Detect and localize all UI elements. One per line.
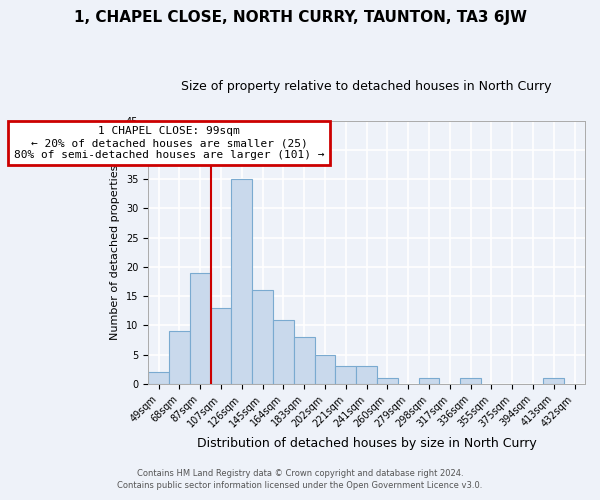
X-axis label: Distribution of detached houses by size in North Curry: Distribution of detached houses by size … [197, 437, 536, 450]
Bar [169, 332, 190, 384]
Bar [232, 179, 252, 384]
Bar [148, 372, 169, 384]
Bar [377, 378, 398, 384]
Bar [190, 273, 211, 384]
Text: 1, CHAPEL CLOSE, NORTH CURRY, TAUNTON, TA3 6JW: 1, CHAPEL CLOSE, NORTH CURRY, TAUNTON, T… [74, 10, 527, 25]
Bar [544, 378, 564, 384]
Bar [419, 378, 439, 384]
Bar [356, 366, 377, 384]
Bar [314, 355, 335, 384]
Bar [294, 337, 314, 384]
Bar [252, 290, 273, 384]
Title: Size of property relative to detached houses in North Curry: Size of property relative to detached ho… [181, 80, 552, 93]
Bar [273, 320, 294, 384]
Bar [211, 308, 232, 384]
Bar [335, 366, 356, 384]
Text: Contains HM Land Registry data © Crown copyright and database right 2024.
Contai: Contains HM Land Registry data © Crown c… [118, 468, 482, 490]
Y-axis label: Number of detached properties: Number of detached properties [110, 164, 121, 340]
Bar [460, 378, 481, 384]
Text: 1 CHAPEL CLOSE: 99sqm
← 20% of detached houses are smaller (25)
80% of semi-deta: 1 CHAPEL CLOSE: 99sqm ← 20% of detached … [14, 126, 324, 160]
